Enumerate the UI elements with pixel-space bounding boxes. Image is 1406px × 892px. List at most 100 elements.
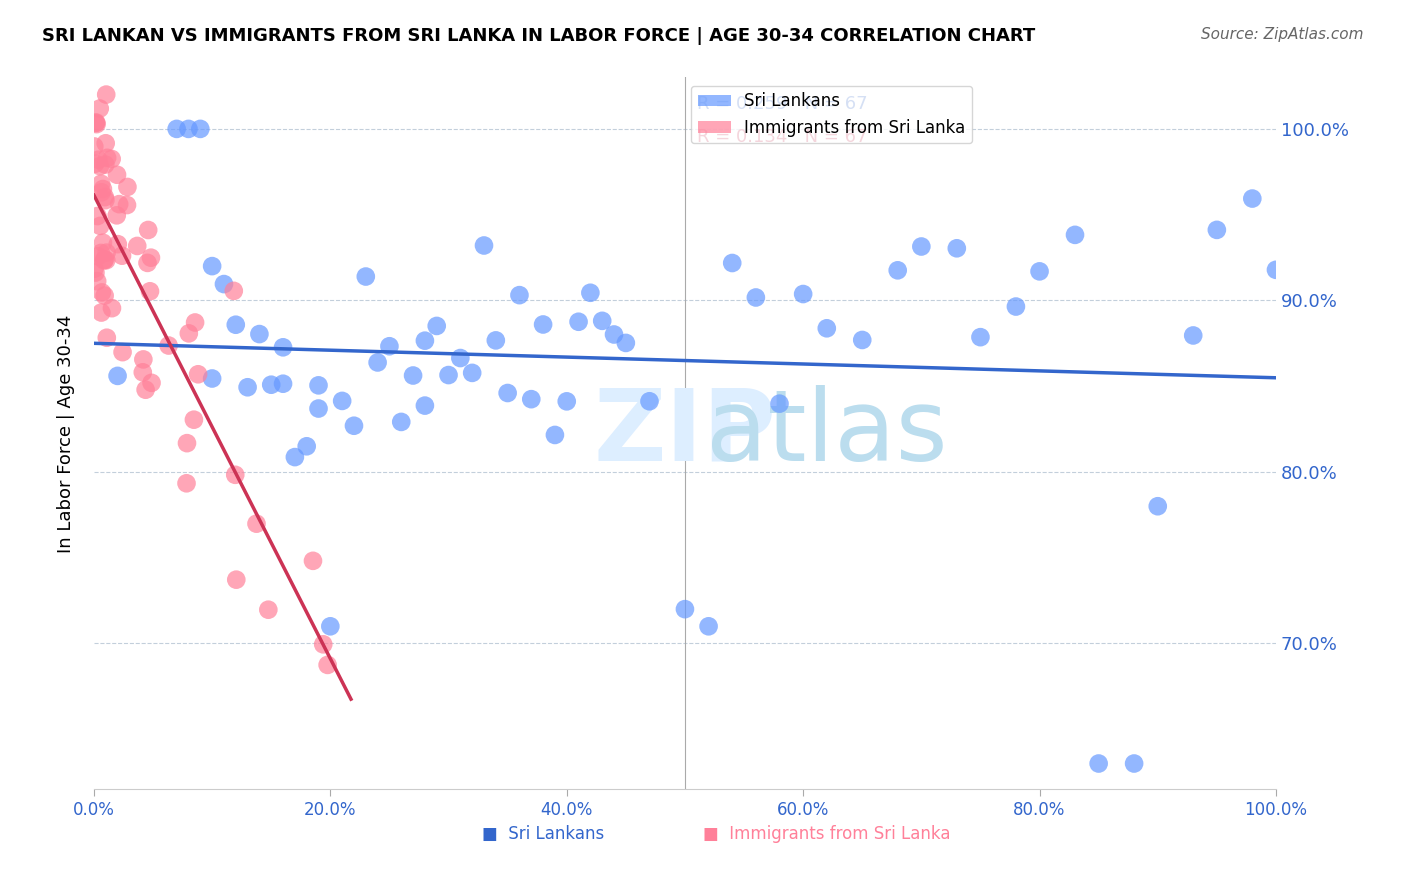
Immigrants from Sri Lanka bbox=[90, 177, 112, 191]
Immigrants from Sri Lanka bbox=[139, 285, 162, 299]
Sri Lankans bbox=[591, 314, 613, 328]
Sri Lankans bbox=[544, 428, 567, 442]
Sri Lankans bbox=[946, 241, 969, 255]
Sri Lankans bbox=[603, 327, 626, 342]
Sri Lankans bbox=[496, 386, 519, 401]
Immigrants from Sri Lanka bbox=[107, 237, 129, 252]
Immigrants from Sri Lanka bbox=[100, 152, 122, 166]
Immigrants from Sri Lanka bbox=[257, 603, 280, 617]
Sri Lankans bbox=[177, 122, 200, 136]
Sri Lankans bbox=[792, 287, 814, 301]
Sri Lankans bbox=[295, 439, 318, 453]
Immigrants from Sri Lanka bbox=[176, 436, 198, 450]
Immigrants from Sri Lanka bbox=[302, 554, 325, 568]
Sri Lankans bbox=[969, 330, 991, 344]
Y-axis label: In Labor Force | Age 30-34: In Labor Force | Age 30-34 bbox=[58, 314, 75, 552]
Sri Lankans bbox=[413, 334, 436, 348]
Sri Lankans bbox=[389, 415, 412, 429]
Text: Source: ZipAtlas.com: Source: ZipAtlas.com bbox=[1201, 27, 1364, 42]
Sri Lankans bbox=[673, 602, 696, 616]
Sri Lankans bbox=[1205, 223, 1227, 237]
Immigrants from Sri Lanka bbox=[83, 139, 105, 153]
Immigrants from Sri Lanka bbox=[94, 190, 117, 204]
Immigrants from Sri Lanka bbox=[96, 87, 118, 102]
Sri Lankans bbox=[1087, 756, 1109, 771]
Immigrants from Sri Lanka bbox=[177, 326, 200, 341]
Sri Lankans bbox=[166, 122, 188, 136]
Sri Lankans bbox=[260, 377, 283, 392]
Sri Lankans bbox=[1123, 756, 1146, 771]
Sri Lankans bbox=[284, 450, 307, 464]
Sri Lankans bbox=[721, 256, 744, 270]
Legend: Sri Lankans, Immigrants from Sri Lanka: Sri Lankans, Immigrants from Sri Lanka bbox=[690, 86, 972, 144]
Immigrants from Sri Lanka bbox=[91, 182, 114, 196]
Sri Lankans bbox=[745, 291, 768, 305]
Immigrants from Sri Lanka bbox=[86, 274, 108, 288]
Sri Lankans bbox=[851, 333, 873, 347]
Immigrants from Sri Lanka bbox=[141, 376, 163, 390]
Immigrants from Sri Lanka bbox=[111, 249, 134, 263]
Sri Lankans bbox=[567, 315, 589, 329]
Immigrants from Sri Lanka bbox=[115, 198, 138, 212]
Sri Lankans bbox=[472, 238, 495, 252]
Immigrants from Sri Lanka bbox=[96, 253, 118, 268]
Immigrants from Sri Lanka bbox=[87, 153, 110, 167]
Sri Lankans bbox=[485, 334, 508, 348]
Immigrants from Sri Lanka bbox=[89, 159, 111, 173]
Sri Lankans bbox=[212, 277, 235, 291]
Sri Lankans bbox=[449, 351, 471, 365]
Immigrants from Sri Lanka bbox=[184, 316, 207, 330]
Immigrants from Sri Lanka bbox=[93, 288, 115, 302]
Text: R = 0.134   N = 67: R = 0.134 N = 67 bbox=[697, 128, 868, 145]
Text: R = 0.259   N = 67: R = 0.259 N = 67 bbox=[697, 95, 868, 113]
Immigrants from Sri Lanka bbox=[96, 245, 118, 260]
Immigrants from Sri Lanka bbox=[94, 157, 117, 171]
Sri Lankans bbox=[330, 393, 353, 408]
Text: atlas: atlas bbox=[706, 384, 948, 482]
Sri Lankans bbox=[555, 394, 578, 409]
Text: SRI LANKAN VS IMMIGRANTS FROM SRI LANKA IN LABOR FORCE | AGE 30-34 CORRELATION C: SRI LANKAN VS IMMIGRANTS FROM SRI LANKA … bbox=[42, 27, 1035, 45]
Text: ZIP: ZIP bbox=[593, 384, 776, 482]
Immigrants from Sri Lanka bbox=[94, 136, 117, 151]
Sri Lankans bbox=[225, 318, 247, 332]
Immigrants from Sri Lanka bbox=[117, 180, 139, 194]
Immigrants from Sri Lanka bbox=[83, 261, 105, 276]
Sri Lankans bbox=[308, 401, 330, 416]
Immigrants from Sri Lanka bbox=[93, 253, 115, 268]
Immigrants from Sri Lanka bbox=[136, 256, 159, 270]
Sri Lankans bbox=[614, 335, 637, 350]
Immigrants from Sri Lanka bbox=[224, 467, 246, 482]
Sri Lankans bbox=[378, 339, 401, 353]
Immigrants from Sri Lanka bbox=[94, 193, 117, 207]
Sri Lankans bbox=[1241, 192, 1264, 206]
Immigrants from Sri Lanka bbox=[90, 186, 112, 200]
Immigrants from Sri Lanka bbox=[105, 168, 128, 182]
Sri Lankans bbox=[461, 366, 484, 380]
Sri Lankans bbox=[201, 259, 224, 273]
Sri Lankans bbox=[402, 368, 425, 383]
Sri Lankans bbox=[1064, 227, 1087, 242]
Immigrants from Sri Lanka bbox=[87, 249, 110, 263]
Sri Lankans bbox=[697, 619, 720, 633]
Immigrants from Sri Lanka bbox=[222, 284, 245, 298]
Immigrants from Sri Lanka bbox=[90, 305, 112, 319]
Text: ■  Immigrants from Sri Lanka: ■ Immigrants from Sri Lanka bbox=[703, 825, 950, 843]
Sri Lankans bbox=[768, 397, 790, 411]
Immigrants from Sri Lanka bbox=[132, 365, 155, 379]
Immigrants from Sri Lanka bbox=[111, 345, 134, 359]
Sri Lankans bbox=[319, 619, 342, 633]
Immigrants from Sri Lanka bbox=[139, 251, 162, 265]
Immigrants from Sri Lanka bbox=[105, 208, 128, 222]
Sri Lankans bbox=[1005, 300, 1028, 314]
Sri Lankans bbox=[1265, 262, 1288, 277]
Sri Lankans bbox=[579, 285, 602, 300]
Text: ■  Sri Lankans: ■ Sri Lankans bbox=[482, 825, 605, 843]
Immigrants from Sri Lanka bbox=[93, 252, 115, 267]
Immigrants from Sri Lanka bbox=[86, 209, 108, 223]
Immigrants from Sri Lanka bbox=[183, 413, 205, 427]
Sri Lankans bbox=[1028, 264, 1050, 278]
Sri Lankans bbox=[815, 321, 838, 335]
Sri Lankans bbox=[271, 376, 294, 391]
Sri Lankans bbox=[188, 122, 211, 136]
Sri Lankans bbox=[367, 355, 389, 369]
